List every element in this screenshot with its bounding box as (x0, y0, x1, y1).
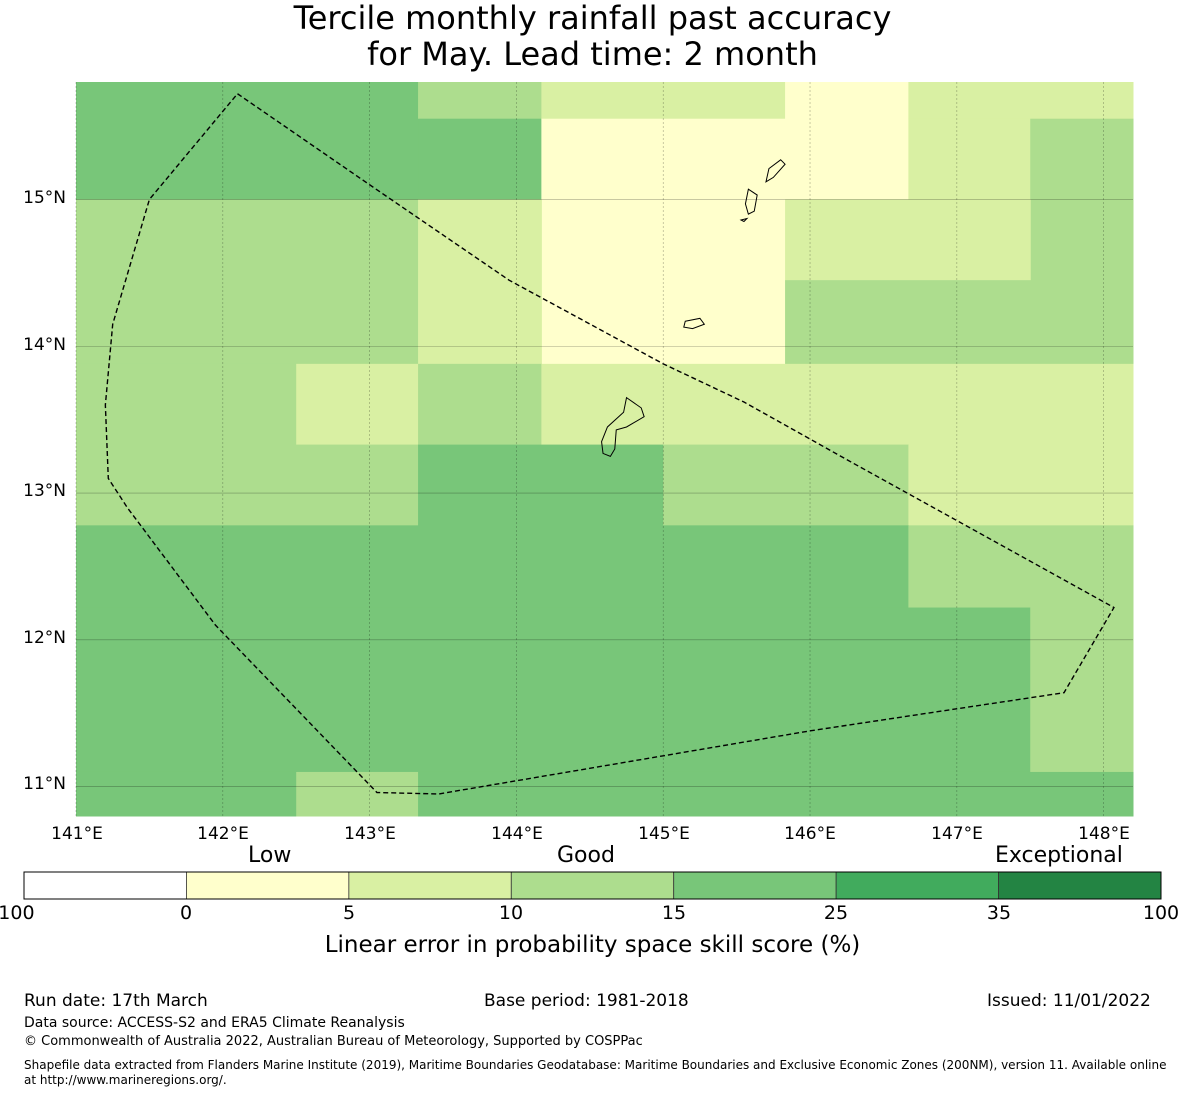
cb-tick-2: 5 (342, 902, 356, 924)
skill-cell-1 (418, 82, 542, 120)
lon-tick-146: 146°E (784, 824, 836, 844)
cb-tick-1: 0 (179, 902, 193, 924)
island-aguijan (739, 217, 749, 223)
island-rota (683, 317, 706, 330)
skill-cell-0 (76, 82, 419, 200)
colorbar-bin-2 (348, 871, 512, 900)
skill-cell-10 (418, 199, 542, 365)
colorbar-axis-label: Linear error in probability space skill … (324, 932, 861, 958)
lon-tick-144: 144°E (491, 824, 543, 844)
island-tinian (744, 188, 758, 215)
lat-tick-13: 13°N (23, 481, 66, 501)
lon-tick-145: 145°E (638, 824, 690, 844)
lat-lon-gridlines (75, 82, 1133, 816)
colorbar-bin-1 (186, 871, 350, 900)
lon-tick-141: 141°E (51, 824, 103, 844)
shapefile-credit-line2: at http://www.marineregions.org/. (24, 1073, 227, 1087)
skill-cell-11 (785, 199, 1031, 281)
skill-cell-5 (785, 82, 909, 200)
lon-tick-148: 148°E (1078, 824, 1130, 844)
legend-label-low: Low (248, 843, 292, 868)
skill-cell-15 (418, 363, 542, 446)
skill-cell-2 (418, 118, 542, 200)
lat-tick-11: 11°N (23, 774, 66, 794)
skill-cell-27 (418, 771, 1031, 817)
cb-tick-3: 10 (498, 902, 524, 924)
legend-label-good: Good (557, 843, 615, 868)
issued-date: Issued: 11/01/2022 (987, 991, 1151, 1011)
map-title-line2: for May. Lead time: 2 month (367, 35, 818, 73)
skill-cell-28 (1030, 771, 1134, 817)
colorbar-bin-5 (835, 871, 999, 900)
skill-cell-13 (76, 363, 297, 446)
skill-cell-18 (418, 444, 664, 526)
colorbar-bin-4 (673, 871, 837, 900)
skill-cell-12 (785, 280, 1134, 365)
skill-grid-cells (76, 82, 1134, 817)
skill-cell-14 (296, 363, 419, 446)
lat-tick-12: 12°N (23, 628, 66, 648)
run-date: Run date: 17th March (24, 991, 208, 1011)
skill-cell-7 (908, 118, 1031, 200)
cb-tick-4: 15 (661, 902, 687, 924)
skill-cell-25 (76, 771, 297, 817)
colorbar (23, 871, 1162, 900)
colorbar-bins (23, 871, 1162, 900)
lon-tick-142: 142°E (197, 824, 249, 844)
skill-cell-23 (76, 607, 1031, 773)
skill-map (75, 82, 1134, 817)
skill-cell-24 (1030, 607, 1134, 773)
skill-cell-20 (908, 444, 1134, 526)
skill-cell-16 (541, 363, 1134, 446)
skill-cell-8 (1030, 118, 1134, 281)
island-guam (601, 396, 645, 457)
colorbar-bin-6 (998, 871, 1162, 900)
cb-tick-0: -100 (0, 902, 35, 924)
shapefile-credit-line1: Shapefile data extracted from Flanders M… (24, 1058, 1167, 1072)
map-title-line1: Tercile monthly rainfall past accuracy (293, 0, 892, 37)
eez-boundary-line (104, 93, 1115, 795)
skill-cell-22 (908, 525, 1134, 609)
data-source: Data source: ACCESS-S2 and ERA5 Climate … (24, 1015, 405, 1031)
skill-cell-6 (908, 82, 1134, 120)
skill-cell-19 (663, 444, 909, 526)
colorbar-bin-0 (23, 871, 187, 900)
skill-cell-21 (76, 525, 909, 609)
legend-label-exceptional: Exceptional (995, 843, 1123, 868)
skill-cell-9 (76, 199, 419, 365)
cb-tick-7: 100 (1142, 902, 1180, 924)
colorbar-outline (23, 871, 1162, 900)
copyright: © Commonwealth of Australia 2022, Austra… (24, 1034, 643, 1049)
skill-cell-17 (76, 444, 419, 526)
cb-tick-6: 35 (986, 902, 1012, 924)
island-outlines (601, 159, 786, 457)
lon-tick-143: 143°E (344, 824, 396, 844)
lon-tick-147: 147°E (931, 824, 983, 844)
base-period: Base period: 1981-2018 (484, 991, 689, 1011)
skill-cell-4 (541, 118, 786, 365)
colorbar-bin-3 (510, 871, 675, 900)
lat-tick-15: 15°N (23, 188, 66, 208)
skill-cell-26 (296, 771, 419, 817)
cb-tick-5: 25 (823, 902, 849, 924)
eez-boundary (104, 93, 1115, 795)
island-saipan (765, 159, 786, 183)
lat-tick-14: 14°N (23, 335, 66, 355)
skill-cell-3 (541, 82, 786, 120)
